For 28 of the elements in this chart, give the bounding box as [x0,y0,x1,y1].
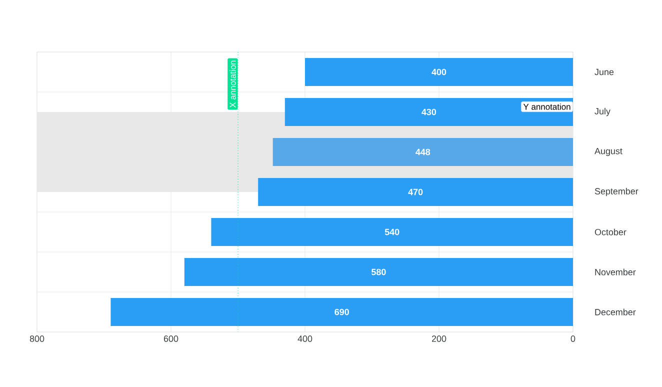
bar [184,258,573,286]
x-tick-label: 800 [30,336,44,342]
y-tick-label: July [594,108,610,116]
bar [258,178,573,206]
y-tick-label: September [594,188,638,196]
bar [110,298,573,326]
y-tick-label: December [595,308,636,316]
data-label: 448 [416,148,430,156]
y-tick-label: June [594,68,614,76]
bar [284,98,573,126]
bar [272,138,573,166]
data-label: 690 [334,308,349,316]
x-tick-label: 0 [570,336,576,342]
band-label: Y annotation [523,104,570,110]
data-label: 400 [432,68,446,76]
y-tick-label: August [594,148,622,156]
y-tick-label: October [594,228,626,236]
x-tick-label: 600 [164,336,178,342]
data-label: 540 [384,228,400,236]
bar [211,218,573,246]
x-tick-label: 200 [432,336,446,342]
bar [304,58,573,86]
data-label: 470 [408,188,423,196]
ref-line-label: X annotation [230,60,236,108]
data-label: 430 [422,108,436,116]
x-tick-label: 400 [298,336,312,342]
data-label: 580 [371,268,386,276]
y-tick-label: November [595,268,636,276]
